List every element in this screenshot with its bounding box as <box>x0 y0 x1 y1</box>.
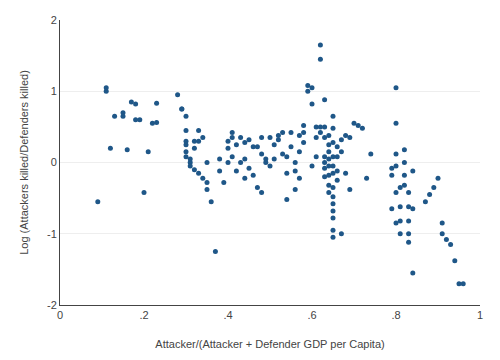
svg-text:0: 0 <box>51 156 57 168</box>
svg-text:-2: -2 <box>47 299 57 311</box>
svg-text:Log (Attackers killed/Defender: Log (Attackers killed/Defenders killed) <box>18 70 30 255</box>
svg-text:.2: .2 <box>139 309 148 321</box>
svg-text:.8: .8 <box>391 309 400 321</box>
svg-text:Attacker/(Attacker + Defender: Attacker/(Attacker + Defender GDP per Ca… <box>155 338 384 350</box>
svg-text:1: 1 <box>477 309 483 321</box>
svg-text:0: 0 <box>57 309 63 321</box>
svg-text:2: 2 <box>51 14 57 26</box>
svg-text:.4: .4 <box>223 309 232 321</box>
svg-text:.6: .6 <box>307 309 316 321</box>
svg-text:-1: -1 <box>47 228 57 240</box>
svg-text:1: 1 <box>51 85 57 97</box>
